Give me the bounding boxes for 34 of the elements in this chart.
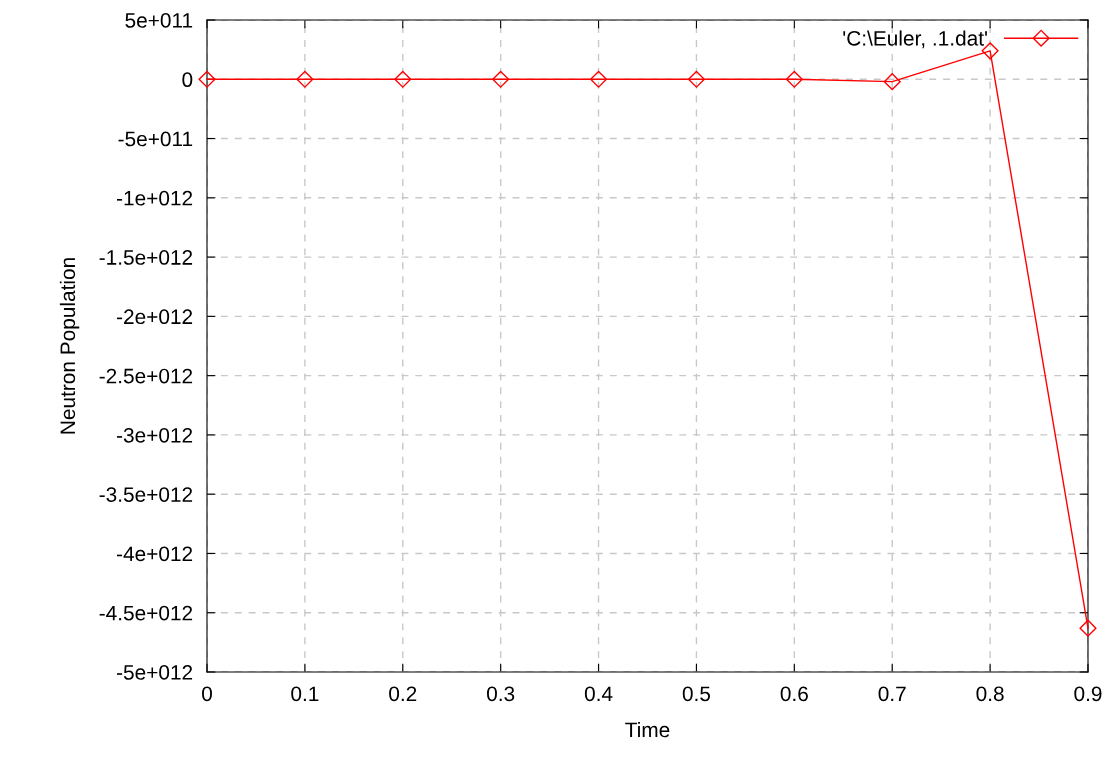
point <box>1079 619 1097 637</box>
point <box>785 70 803 88</box>
y-tick-label: -5e+011 <box>118 131 193 147</box>
y-tick-label: -2e+012 <box>117 309 193 325</box>
y-tick-label: -5e+012 <box>117 665 193 680</box>
point <box>394 70 412 88</box>
y-axis-title: Neutron Population <box>59 258 80 434</box>
point <box>198 70 216 88</box>
y-tick-label: -4e+012 <box>117 546 193 562</box>
x-tick-label: 0.6 <box>780 686 808 702</box>
x-tick-label: 0 <box>202 686 212 702</box>
x-tick-label: 0.1 <box>291 686 319 702</box>
point <box>687 70 705 88</box>
y-tick-label: -3.5e+012 <box>99 487 193 502</box>
y-tick-label: -2.5e+012 <box>99 368 193 384</box>
x-tick-label: 0.7 <box>878 686 906 702</box>
x-tick-label: 0.8 <box>976 686 1004 702</box>
x-tick-label: 0.9 <box>1074 686 1102 702</box>
point <box>883 73 901 91</box>
x-tick-label: 0.2 <box>389 686 417 702</box>
x-tick-label: 0.5 <box>682 686 711 702</box>
point <box>590 70 608 88</box>
legend-label: 'C:\Euler, .1.dat' <box>843 30 987 49</box>
x-axis-title: Time <box>625 721 670 738</box>
x-tick-label: 0.3 <box>487 686 515 702</box>
y-tick-label: -1.5e+012 <box>99 250 193 265</box>
y-tick-label: 5e+011 <box>125 13 193 28</box>
y-tick-label: -3e+012 <box>117 427 193 443</box>
y-tick-label: -4.5e+012 <box>99 605 193 621</box>
x-tick-label: 0.4 <box>584 686 613 702</box>
y-tick-label: 0 <box>182 72 193 88</box>
point <box>296 70 314 88</box>
y-tick-label: -1e+012 <box>117 190 193 206</box>
point <box>492 70 510 88</box>
